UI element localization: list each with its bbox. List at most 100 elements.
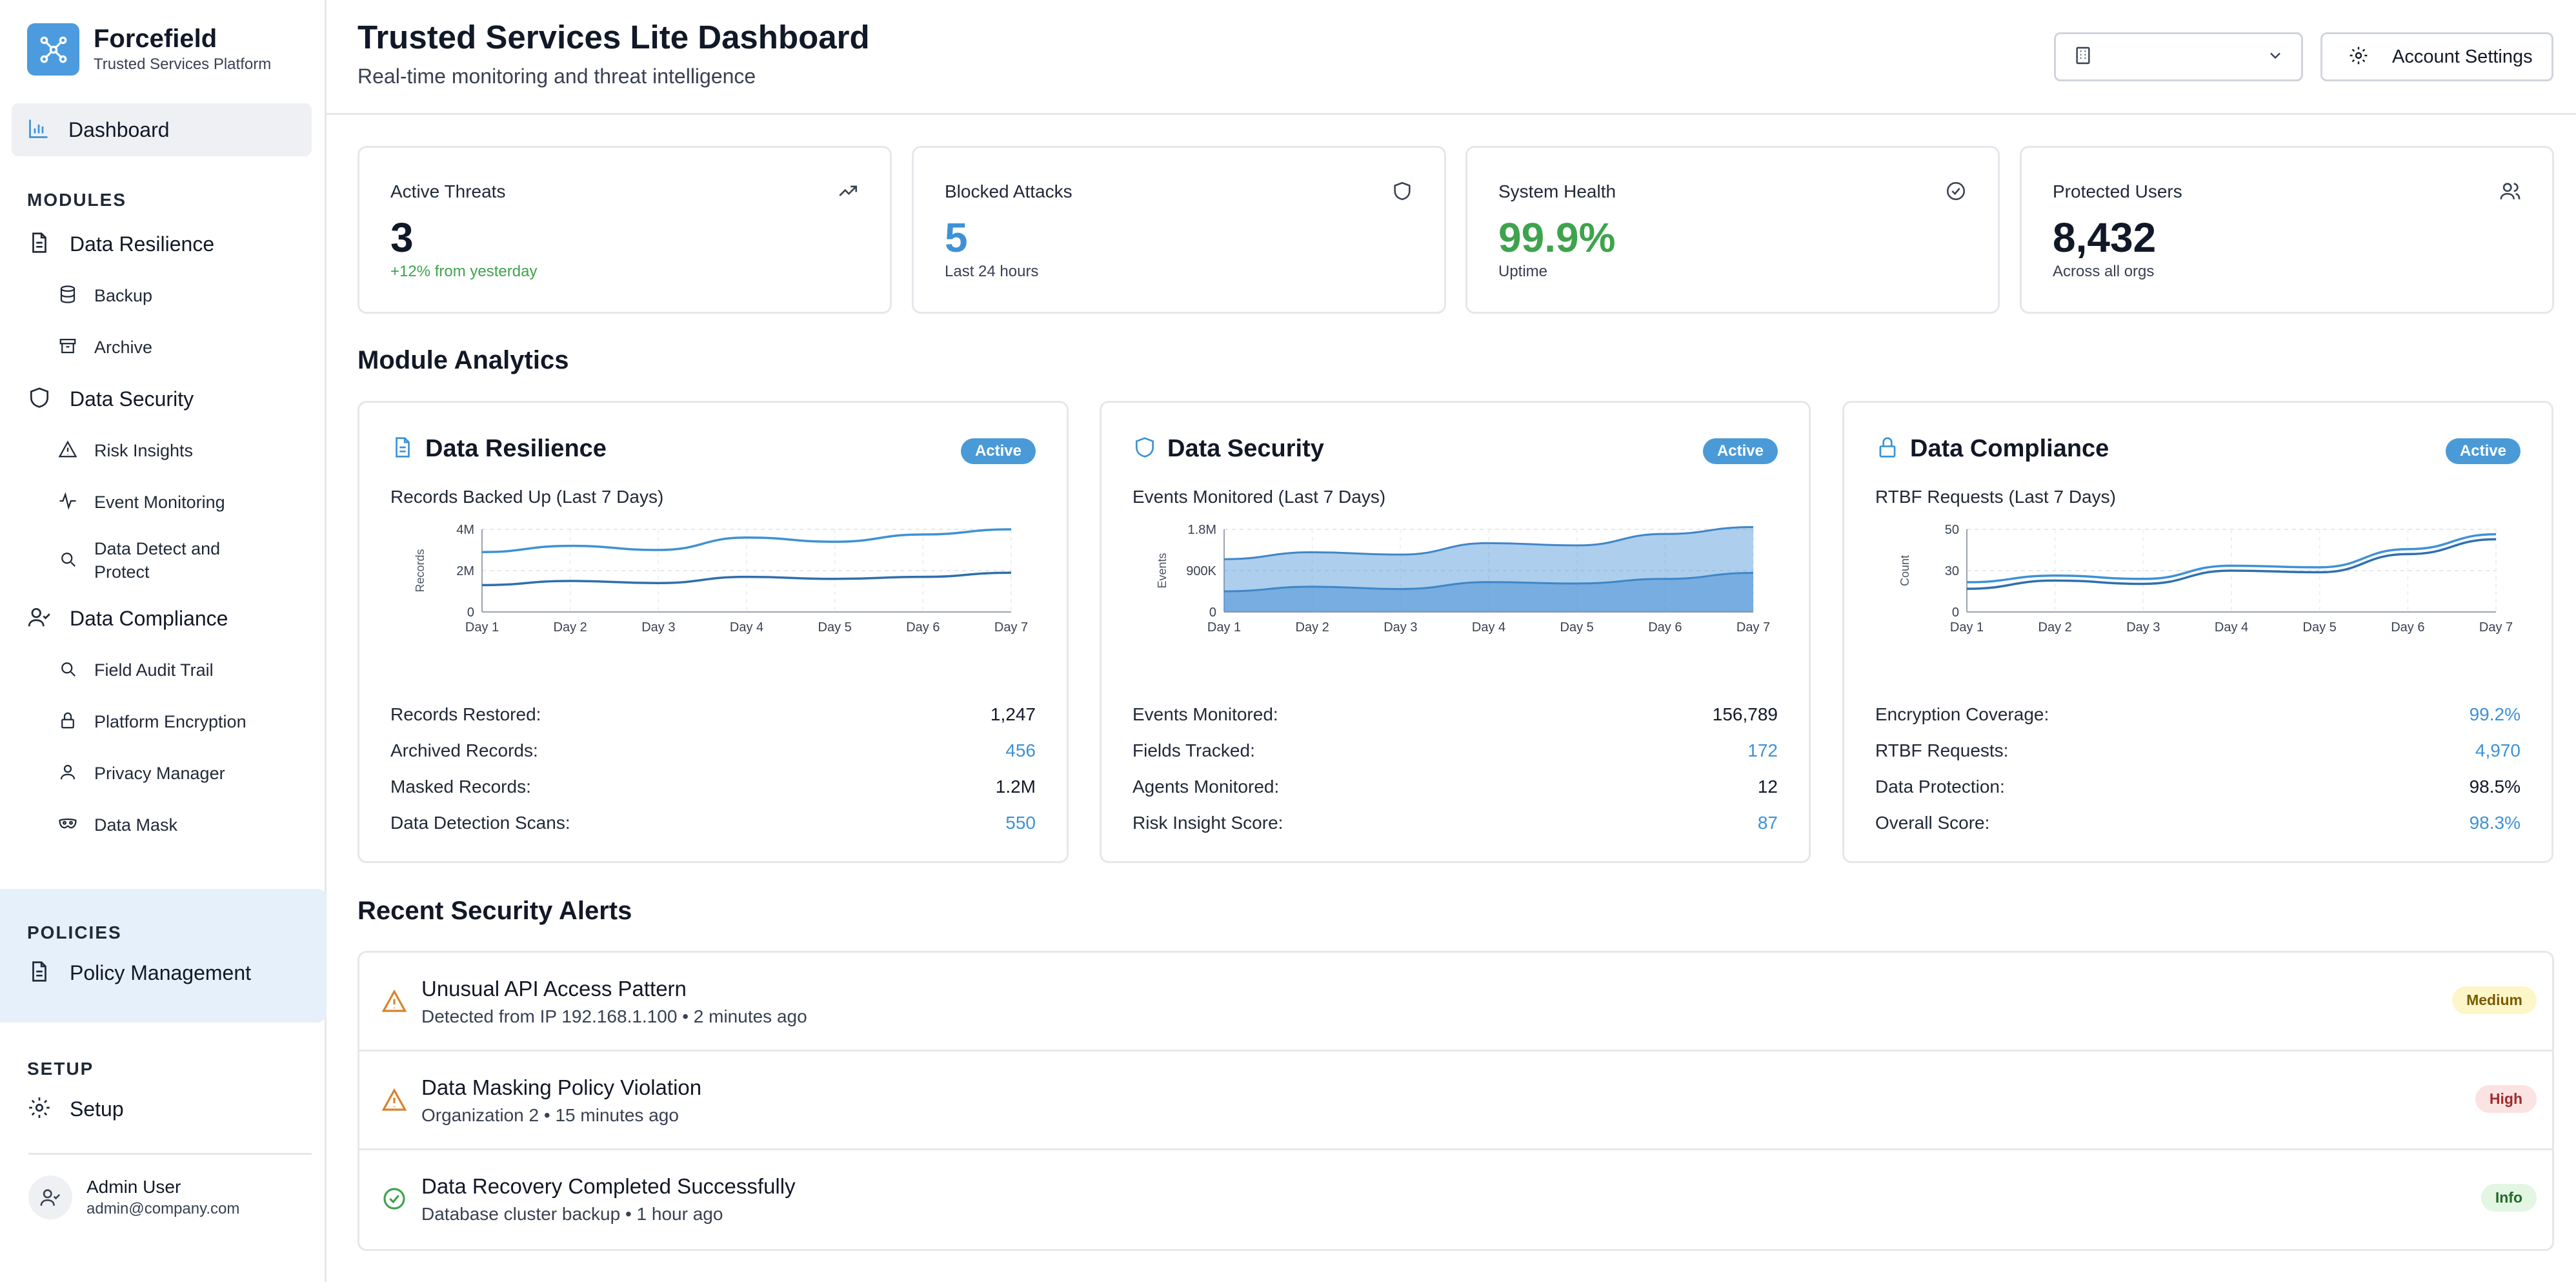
series-line: [481, 571, 1012, 587]
x-tick-label: Day 2: [2038, 620, 2072, 635]
org-select[interactable]: [2054, 32, 2303, 81]
status-badge: Active: [1702, 438, 1778, 464]
metric-row: Records Restored: 1,247: [390, 697, 1036, 733]
metric-value: 99.2%: [2469, 704, 2521, 724]
database-icon: [58, 285, 77, 307]
module-metrics: Encryption Coverage: 99.2% RTBF Requests:…: [1875, 697, 2521, 841]
policies-section: POLICIES Policy Management: [0, 889, 327, 1023]
metric-row: Data Detection Scans: 550: [390, 805, 1036, 841]
stat-title: Blocked Attacks: [945, 181, 1072, 201]
metric-label: Fields Tracked:: [1132, 740, 1255, 760]
sidebar-item-privacy-manager[interactable]: Privacy Manager: [0, 748, 325, 799]
page-title: Trusted Services Lite Dashboard: [357, 19, 870, 56]
sidebar-item-data-compliance[interactable]: Data Compliance: [0, 593, 325, 644]
user-profile[interactable]: Admin User admin@company.com: [28, 1153, 312, 1219]
metric-row: Encryption Coverage: 99.2%: [1875, 697, 2521, 733]
metric-value: 98.5%: [2469, 777, 2521, 797]
avatar: [28, 1175, 72, 1219]
status-badge: Active: [960, 438, 1036, 464]
list-item[interactable]: Data Recovery Completed Successfully Dat…: [359, 1150, 2552, 1249]
account-settings-button[interactable]: Account Settings: [2320, 32, 2553, 81]
x-tick-label: Day 7: [994, 620, 1028, 635]
metric-label: Data Detection Scans:: [390, 813, 570, 833]
sidebar-item-label: Dashboard: [68, 117, 170, 141]
x-tick-label: Day 6: [1648, 620, 1682, 635]
y-tick-label: 0: [467, 605, 474, 620]
sidebar-item-policy-management[interactable]: Policy Management: [0, 947, 327, 999]
metric-row: Overall Score: 98.3%: [1875, 805, 2521, 841]
x-tick-label: Day 5: [1560, 620, 1594, 635]
module-header: Data Resilience: [390, 435, 607, 463]
sidebar-item-backup[interactable]: Backup: [0, 270, 325, 321]
x-tick-label: Day 5: [818, 620, 852, 635]
shield-icon: [1132, 435, 1157, 463]
warning-icon: [58, 440, 77, 462]
metric-label: Encryption Coverage:: [1875, 704, 2049, 724]
metric-value: 1.2M: [995, 777, 1036, 797]
chart-caption: RTBF Requests (Last 7 Days): [1875, 487, 2116, 507]
brand-subtitle: Trusted Services Platform: [94, 55, 272, 73]
network-icon: [27, 23, 79, 76]
metric-row: RTBF Requests: 4,970: [1875, 733, 2521, 769]
sidebar-item-dashboard[interactable]: Dashboard: [12, 103, 312, 156]
list-item[interactable]: Data Masking Policy Violation Organizati…: [359, 1052, 2552, 1150]
module-title: Data Resilience: [425, 435, 607, 462]
sidebar-item-archive[interactable]: Archive: [0, 321, 325, 373]
sidebar-item-label: Privacy Manager: [94, 764, 225, 783]
sidebar-item-event-monitoring[interactable]: Event Monitoring: [0, 476, 325, 528]
sidebar-item-platform-encryption[interactable]: Platform Encryption: [0, 696, 325, 748]
main-content: Trusted Services Lite Dashboard Real-tim…: [327, 0, 2576, 1282]
series-line: [1966, 538, 2497, 590]
stat-value: 3: [390, 214, 414, 261]
metric-label: Overall Score:: [1875, 813, 1990, 833]
x-tick-label: Day 5: [2303, 620, 2337, 635]
metric-row: Events Monitored: 156,789: [1132, 697, 1778, 733]
shield-icon: [1391, 180, 1413, 205]
sidebar: Forcefield Trusted Services Platform Das…: [0, 0, 327, 1282]
y-tick-label: 900K: [1186, 564, 1216, 578]
y-tick-label: 0: [1952, 605, 1959, 620]
sidebar-item-label: Data Mask: [94, 815, 178, 835]
brand: Forcefield Trusted Services Platform: [0, 0, 325, 84]
policies-section-title: POLICIES: [27, 922, 122, 942]
check-circle-icon: [1945, 180, 1967, 205]
sidebar-item-data-detect-and-protect[interactable]: Data Detect and Protect: [0, 528, 325, 593]
module-card-data-security: Data Security Active Events Monitored (L…: [1100, 401, 1811, 863]
y-tick-label: 2M: [456, 564, 474, 578]
metric-value: 98.3%: [2469, 813, 2521, 833]
sidebar-item-label: Data Compliance: [70, 606, 228, 630]
stat-value: 5: [945, 214, 968, 261]
x-tick-label: Day 4: [2215, 620, 2248, 635]
x-tick-label: Day 1: [1950, 620, 1984, 635]
stat-card-active-threats: Active Threats 3 +12% from yesterday: [357, 146, 892, 314]
sidebar-item-data-resilience[interactable]: Data Resilience: [0, 218, 325, 270]
alert-detail: Database cluster backup • 1 hour ago: [421, 1204, 723, 1224]
metric-label: Risk Insight Score:: [1132, 813, 1283, 833]
sidebar-item-data-mask[interactable]: Data Mask: [0, 799, 325, 851]
module-metrics: Records Restored: 1,247 Archived Records:…: [390, 697, 1036, 841]
sidebar-item-data-security[interactable]: Data Security: [0, 373, 325, 425]
chart-caption: Records Backed Up (Last 7 Days): [390, 487, 664, 507]
list-item[interactable]: Unusual API Access Pattern Detected from…: [359, 953, 2552, 1052]
sidebar-item-field-audit-trail[interactable]: Field Audit Trail: [0, 644, 325, 696]
sidebar-item-label-line2: Protect: [94, 562, 150, 582]
stat-card-system-health: System Health 99.9% Uptime: [1465, 146, 2000, 314]
x-tick-label: Day 3: [1384, 620, 1417, 635]
sidebar-item-setup[interactable]: Setup: [0, 1083, 325, 1135]
module-analytics-title: Module Analytics: [357, 346, 569, 374]
y-axis-label: Events: [1156, 553, 1169, 588]
warning-icon: [381, 1087, 407, 1116]
sidebar-item-label-line1: Data Detect and: [94, 539, 221, 558]
modules-section-title: MODULES: [27, 190, 126, 210]
module-card-data-resilience: Data Resilience Active Records Backed Up…: [357, 401, 1069, 863]
alert-title: Unusual API Access Pattern: [421, 977, 687, 1001]
metric-label: RTBF Requests:: [1875, 740, 2009, 760]
metric-label: Records Restored:: [390, 704, 541, 724]
metric-value: 87: [1757, 813, 1778, 833]
chevron-down-icon: [2266, 46, 2284, 68]
sidebar-item-risk-insights[interactable]: Risk Insights: [0, 425, 325, 476]
gear-icon: [27, 1095, 52, 1123]
module-header: Data Compliance: [1875, 435, 2109, 463]
